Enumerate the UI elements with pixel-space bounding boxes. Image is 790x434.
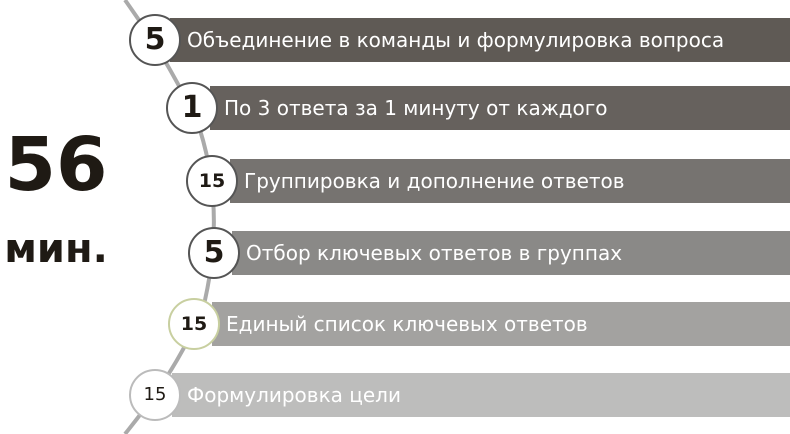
step-bar: Формулировка цели: [172, 373, 790, 417]
step-minutes-badge: 15: [168, 298, 220, 350]
step-bar: Единый список ключевых ответов: [212, 302, 790, 346]
step-label: Единый список ключевых ответов: [226, 312, 588, 336]
step-minutes-badge: 5: [129, 14, 181, 66]
step-bar: По 3 ответа за 1 минуту от каждого: [210, 86, 790, 130]
step-minutes-badge: 15: [186, 155, 238, 207]
step-label: Отбор ключевых ответов в группах: [246, 241, 623, 265]
total-duration-unit: мин.: [4, 226, 108, 272]
step-label: Группировка и дополнение ответов: [244, 169, 625, 193]
step-bar: Отбор ключевых ответов в группах: [232, 231, 790, 275]
step-minutes-badge: 1: [166, 82, 218, 134]
total-duration-value: 56: [4, 122, 108, 208]
step-minutes-badge: 15: [129, 369, 181, 421]
step-label: Формулировка цели: [187, 383, 401, 407]
step-bar: Объединение в команды и формулировка воп…: [170, 18, 790, 62]
step-label: По 3 ответа за 1 минуту от каждого: [224, 96, 608, 120]
step-minutes-badge: 5: [188, 227, 240, 279]
step-bar: Группировка и дополнение ответов: [230, 159, 790, 203]
step-label: Объединение в команды и формулировка воп…: [187, 28, 725, 52]
